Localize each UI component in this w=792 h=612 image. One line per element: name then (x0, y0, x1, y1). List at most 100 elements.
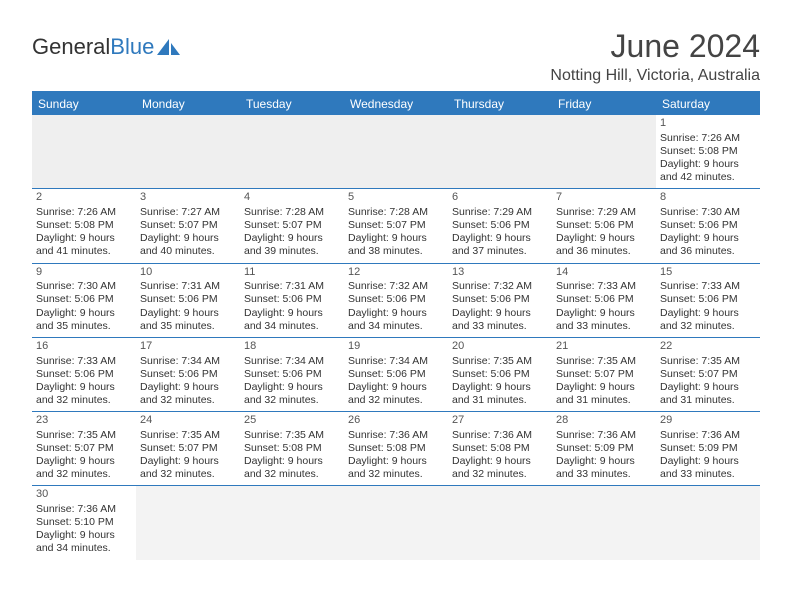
day-number: 4 (244, 191, 340, 205)
cell-sunrise: Sunrise: 7:34 AM (348, 355, 444, 368)
calendar-cell-empty (448, 486, 552, 559)
cell-sunset: Sunset: 5:06 PM (348, 293, 444, 306)
cell-sunset: Sunset: 5:08 PM (348, 442, 444, 455)
cell-daylight1: Daylight: 9 hours (348, 455, 444, 468)
day-number: 11 (244, 266, 340, 280)
cell-sunrise: Sunrise: 7:28 AM (244, 206, 340, 219)
cell-sunset: Sunset: 5:08 PM (452, 442, 548, 455)
cell-daylight1: Daylight: 9 hours (36, 529, 132, 542)
calendar-cell-empty (552, 486, 656, 559)
cell-sunrise: Sunrise: 7:36 AM (348, 429, 444, 442)
day-number: 15 (660, 266, 756, 280)
cell-sunrise: Sunrise: 7:30 AM (660, 206, 756, 219)
cell-sunrise: Sunrise: 7:27 AM (140, 206, 236, 219)
cell-daylight1: Daylight: 9 hours (36, 381, 132, 394)
cell-sunrise: Sunrise: 7:35 AM (244, 429, 340, 442)
calendar-cell: 14Sunrise: 7:33 AMSunset: 5:06 PMDayligh… (552, 264, 656, 337)
page-title: June 2024 (550, 28, 760, 65)
calendar-cell: 20Sunrise: 7:35 AMSunset: 5:06 PMDayligh… (448, 338, 552, 411)
calendar-cell: 18Sunrise: 7:34 AMSunset: 5:06 PMDayligh… (240, 338, 344, 411)
cell-sunrise: Sunrise: 7:33 AM (556, 280, 652, 293)
day-number: 13 (452, 266, 548, 280)
calendar-cell-empty (240, 115, 344, 188)
cell-sunrise: Sunrise: 7:35 AM (452, 355, 548, 368)
day-header-monday: Monday (136, 93, 240, 115)
cell-daylight2: and 34 minutes. (36, 542, 132, 555)
calendar-cell: 17Sunrise: 7:34 AMSunset: 5:06 PMDayligh… (136, 338, 240, 411)
day-number: 18 (244, 340, 340, 354)
calendar-cell: 8Sunrise: 7:30 AMSunset: 5:06 PMDaylight… (656, 189, 760, 262)
day-number: 5 (348, 191, 444, 205)
calendar-cell-empty (136, 486, 240, 559)
calendar-cell: 28Sunrise: 7:36 AMSunset: 5:09 PMDayligh… (552, 412, 656, 485)
cell-daylight1: Daylight: 9 hours (452, 232, 548, 245)
calendar-week: 23Sunrise: 7:35 AMSunset: 5:07 PMDayligh… (32, 412, 760, 486)
cell-daylight2: and 32 minutes. (660, 320, 756, 333)
cell-sunset: Sunset: 5:08 PM (660, 145, 756, 158)
cell-daylight1: Daylight: 9 hours (348, 232, 444, 245)
day-header-wednesday: Wednesday (344, 93, 448, 115)
calendar-week: 30Sunrise: 7:36 AMSunset: 5:10 PMDayligh… (32, 486, 760, 559)
cell-sunrise: Sunrise: 7:36 AM (660, 429, 756, 442)
cell-sunset: Sunset: 5:09 PM (660, 442, 756, 455)
cell-daylight1: Daylight: 9 hours (36, 455, 132, 468)
cell-daylight2: and 31 minutes. (452, 394, 548, 407)
cell-sunrise: Sunrise: 7:35 AM (36, 429, 132, 442)
day-number: 25 (244, 414, 340, 428)
cell-sunset: Sunset: 5:07 PM (140, 219, 236, 232)
cell-daylight2: and 33 minutes. (660, 468, 756, 481)
cell-sunrise: Sunrise: 7:31 AM (140, 280, 236, 293)
cell-daylight2: and 31 minutes. (660, 394, 756, 407)
cell-sunset: Sunset: 5:07 PM (660, 368, 756, 381)
cell-daylight1: Daylight: 9 hours (556, 381, 652, 394)
day-header-thursday: Thursday (448, 93, 552, 115)
cell-daylight2: and 39 minutes. (244, 245, 340, 258)
day-number: 14 (556, 266, 652, 280)
location-subtitle: Notting Hill, Victoria, Australia (550, 67, 760, 85)
cell-sunrise: Sunrise: 7:31 AM (244, 280, 340, 293)
cell-daylight1: Daylight: 9 hours (660, 307, 756, 320)
day-number: 19 (348, 340, 444, 354)
cell-daylight2: and 32 minutes. (36, 394, 132, 407)
calendar-grid: Sunday Monday Tuesday Wednesday Thursday… (32, 91, 760, 560)
calendar-cell: 2Sunrise: 7:26 AMSunset: 5:08 PMDaylight… (32, 189, 136, 262)
cell-sunset: Sunset: 5:06 PM (36, 293, 132, 306)
calendar-cell: 29Sunrise: 7:36 AMSunset: 5:09 PMDayligh… (656, 412, 760, 485)
cell-sunrise: Sunrise: 7:26 AM (36, 206, 132, 219)
cell-sunset: Sunset: 5:06 PM (348, 368, 444, 381)
cell-daylight1: Daylight: 9 hours (244, 381, 340, 394)
cell-daylight2: and 32 minutes. (348, 468, 444, 481)
day-number: 29 (660, 414, 756, 428)
day-number: 2 (36, 191, 132, 205)
cell-daylight1: Daylight: 9 hours (452, 381, 548, 394)
header: GeneralBlue June 2024 Notting Hill, Vict… (32, 28, 760, 85)
cell-sunset: Sunset: 5:06 PM (660, 219, 756, 232)
logo-sail-icon (156, 37, 182, 57)
title-block: June 2024 Notting Hill, Victoria, Austra… (550, 28, 760, 85)
calendar-cell: 12Sunrise: 7:32 AMSunset: 5:06 PMDayligh… (344, 264, 448, 337)
cell-sunset: Sunset: 5:07 PM (36, 442, 132, 455)
calendar-week: 9Sunrise: 7:30 AMSunset: 5:06 PMDaylight… (32, 264, 760, 338)
calendar-cell: 10Sunrise: 7:31 AMSunset: 5:06 PMDayligh… (136, 264, 240, 337)
calendar-cell: 11Sunrise: 7:31 AMSunset: 5:06 PMDayligh… (240, 264, 344, 337)
cell-sunrise: Sunrise: 7:30 AM (36, 280, 132, 293)
calendar-cell-empty (344, 486, 448, 559)
calendar-cell-empty (552, 115, 656, 188)
calendar-cell-empty (656, 486, 760, 559)
cell-daylight2: and 32 minutes. (348, 394, 444, 407)
calendar-cell: 16Sunrise: 7:33 AMSunset: 5:06 PMDayligh… (32, 338, 136, 411)
cell-daylight1: Daylight: 9 hours (244, 455, 340, 468)
cell-daylight2: and 36 minutes. (660, 245, 756, 258)
day-number: 10 (140, 266, 236, 280)
day-number: 28 (556, 414, 652, 428)
cell-sunrise: Sunrise: 7:36 AM (452, 429, 548, 442)
cell-sunset: Sunset: 5:07 PM (244, 219, 340, 232)
calendar-cell-empty (240, 486, 344, 559)
cell-daylight2: and 32 minutes. (36, 468, 132, 481)
cell-daylight2: and 33 minutes. (452, 320, 548, 333)
cell-daylight1: Daylight: 9 hours (244, 232, 340, 245)
cell-sunrise: Sunrise: 7:35 AM (140, 429, 236, 442)
calendar-cell: 6Sunrise: 7:29 AMSunset: 5:06 PMDaylight… (448, 189, 552, 262)
cell-daylight2: and 37 minutes. (452, 245, 548, 258)
cell-sunrise: Sunrise: 7:33 AM (36, 355, 132, 368)
